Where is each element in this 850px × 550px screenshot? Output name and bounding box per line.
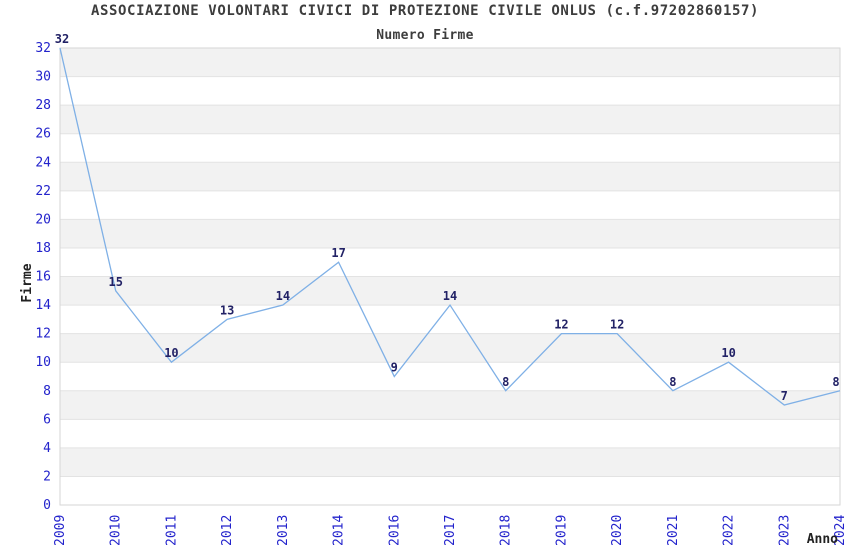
grid-band [60,162,840,191]
y-tick-label: 32 [35,41,51,56]
grid-band [60,219,840,248]
y-tick-label: 16 [35,270,51,285]
x-tick-label: 2024 [833,515,848,546]
x-tick-label: 2014 [332,515,347,546]
grid-band [60,276,840,306]
chart-title: ASSOCIAZIONE VOLONTARI CIVICI DI PROTEZI… [91,3,759,19]
grid-band [60,447,840,477]
value-label: 14 [443,289,457,303]
y-tick-label: 14 [35,298,51,313]
value-label: 8 [832,375,839,389]
x-axis-title: Anno [807,532,838,547]
y-tick-label: 12 [35,327,51,342]
series-line [59,47,841,406]
y-tick-label: 0 [43,498,51,513]
x-tick-label: 2016 [387,515,402,546]
grid-band [60,390,840,420]
y-tick-label: 4 [43,441,51,456]
y-axis-title: Firme [20,263,35,302]
y-tick-label: 26 [35,127,51,142]
x-tick-label: 2021 [666,515,681,546]
x-tick-label: 2017 [443,515,458,546]
x-tick-label: 2011 [164,515,179,546]
grid-band [60,48,840,77]
value-label: 10 [721,346,735,360]
value-label: 12 [610,318,624,332]
y-tick-label: 24 [35,155,51,170]
y-tick-label: 22 [35,184,51,199]
y-tick-label: 28 [35,98,51,113]
grid-band [60,105,840,134]
x-tick-label: 2009 [53,515,68,546]
y-tick-label: 30 [35,70,51,85]
value-label: 17 [331,246,345,260]
x-tick-label: 2019 [554,515,569,546]
value-label: 13 [220,303,234,317]
x-tick-label: 2010 [109,515,124,546]
plot-border [59,47,841,506]
x-tick-label: 2013 [276,515,291,546]
value-label: 32 [55,32,69,46]
y-tick-label: 20 [35,212,51,227]
y-tick-label: 6 [43,412,51,427]
x-tick-label: 2020 [610,515,625,546]
value-label: 12 [554,318,568,332]
y-tick-label: 8 [43,384,51,399]
value-label: 10 [164,346,178,360]
x-tick-label: 2023 [777,515,792,546]
value-label: 9 [391,360,398,374]
chart-subtitle: Numero Firme [376,28,474,43]
y-tick-label: 2 [43,469,51,484]
x-tick-label: 2022 [722,515,737,546]
y-tick-label: 10 [35,355,51,370]
value-label: 14 [276,289,290,303]
x-tick-label: 2018 [499,515,514,546]
value-label: 15 [108,275,122,289]
value-label: 8 [502,375,509,389]
value-label: 8 [669,375,676,389]
x-tick-label: 2012 [220,515,235,546]
y-tick-label: 18 [35,241,51,256]
value-label: 7 [781,389,788,403]
